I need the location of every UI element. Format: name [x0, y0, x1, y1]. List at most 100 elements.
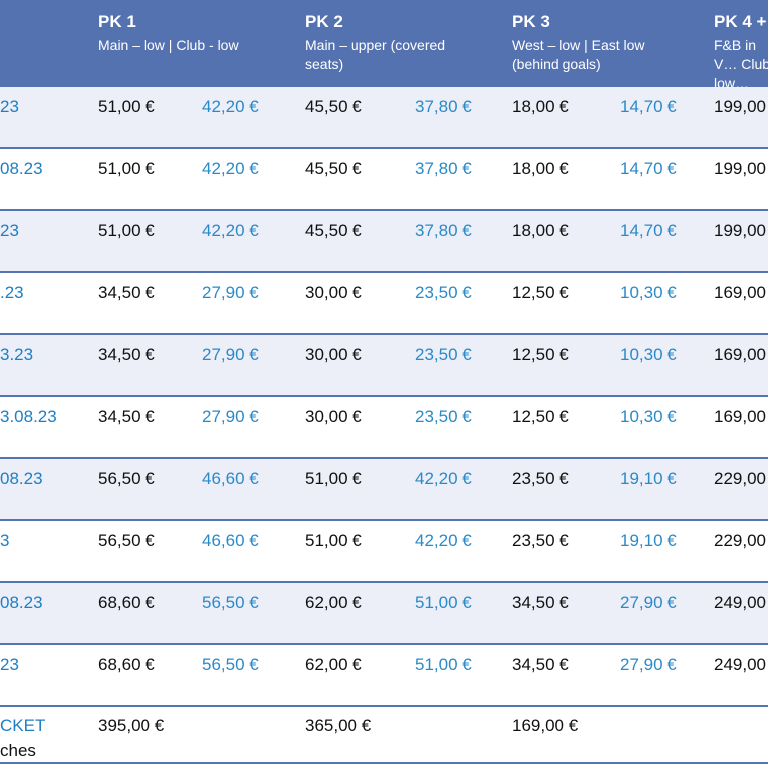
- cell-pk3: 12,50 €: [512, 345, 569, 364]
- cell-pk4: 169,00: [714, 283, 766, 302]
- cell-pk3: 18,00 €: [512, 221, 569, 240]
- table-row: 23 68,60 € 56,50 € 62,00 € 51,00 € 34,50 € 27,…: [0, 645, 768, 707]
- season-pk3-price: 169,00 €: [512, 716, 579, 735]
- cell-pk1-red: 56,50 €: [202, 655, 259, 674]
- header-pk3-subtitle: West – low | East low (behind goals): [512, 37, 645, 72]
- cell-date: 08.23: [0, 159, 43, 178]
- cell-pk1-red: 46,60 €: [202, 531, 259, 550]
- cell-pk3: 23,50 €: [512, 469, 569, 488]
- cell-pk3-red: 10,30 €: [620, 345, 677, 364]
- cell-date: 23: [0, 655, 19, 674]
- cell-pk4: 199,00: [714, 159, 766, 178]
- cell-date: 3.08.23: [0, 407, 57, 426]
- season-ticket-note: ches: [0, 741, 36, 760]
- cell-pk4: 249,00: [714, 593, 766, 612]
- cell-pk2-red: 42,20 €: [415, 469, 472, 488]
- cell-pk2: 45,50 €: [305, 159, 362, 178]
- cell-pk4: 199,00: [714, 221, 766, 240]
- table-header: PK 1 Main – low | Club - low PK 2 Main –…: [0, 0, 768, 91]
- table-row: 08.23 51,00 € 42,20 € 45,50 € 37,80 € 18,00 €…: [0, 149, 768, 211]
- cell-pk1-red: 27,90 €: [202, 407, 259, 426]
- cell-pk2: 62,00 €: [305, 593, 362, 612]
- cell-date: 3.23: [0, 345, 34, 364]
- cell-pk1: 51,00 €: [98, 159, 155, 178]
- cell-pk3: 34,50 €: [512, 593, 569, 612]
- header-pk2-subtitle: Main – upper (covered seats): [305, 37, 446, 72]
- table-row: 3.23 34,50 € 27,90 € 30,00 € 23,50 € 12,50 € 1…: [0, 335, 768, 397]
- cell-pk2: 30,00 €: [305, 283, 362, 302]
- header-pk3-title: PK 3: [512, 12, 550, 31]
- cell-pk2: 45,50 €: [305, 221, 362, 240]
- cell-pk4: 249,00: [714, 655, 766, 674]
- cell-pk2: 51,00 €: [305, 469, 362, 488]
- cell-date: 23: [0, 97, 19, 116]
- table-row: 23 51,00 € 42,20 € 45,50 € 37,80 € 18,00 € 14,…: [0, 211, 768, 273]
- cell-pk2: 62,00 €: [305, 655, 362, 674]
- season-pk1-price: 395,00 €: [98, 716, 165, 735]
- cell-pk1: 51,00 €: [98, 97, 155, 116]
- cell-pk1: 68,60 €: [98, 593, 155, 612]
- cell-pk2-red: 42,20 €: [415, 531, 472, 550]
- header-pk2-title: PK 2: [305, 12, 343, 31]
- header-pk1: PK 1 Main – low | Club - low: [98, 12, 268, 55]
- cell-pk1-red: 42,20 €: [202, 221, 259, 240]
- table-row: 23 51,00 € 42,20 € 45,50 € 37,80 € 18,00 € 14,…: [0, 87, 768, 149]
- table-row: 08.23 68,60 € 56,50 € 62,00 € 51,00 € 34,50 €…: [0, 583, 768, 645]
- season-pk2-price: 365,00 €: [305, 716, 372, 735]
- cell-pk1-red: 42,20 €: [202, 159, 259, 178]
- cell-pk3-red: 10,30 €: [620, 407, 677, 426]
- cell-pk3-red: 14,70 €: [620, 159, 677, 178]
- cell-date: 08.23: [0, 593, 43, 612]
- header-pk1-subtitle: Main – low | Club - low: [98, 37, 239, 53]
- cell-pk3-red: 10,30 €: [620, 283, 677, 302]
- cell-pk4: 169,00: [714, 407, 766, 426]
- header-pk1-title: PK 1: [98, 12, 136, 31]
- cell-pk1: 68,60 €: [98, 655, 155, 674]
- cell-pk1: 56,50 €: [98, 531, 155, 550]
- cell-pk1: 34,50 €: [98, 283, 155, 302]
- cell-pk2: 30,00 €: [305, 407, 362, 426]
- cell-pk1: 56,50 €: [98, 469, 155, 488]
- cell-pk2-red: 23,50 €: [415, 283, 472, 302]
- header-pk4-title: PK 4 +: [714, 12, 767, 31]
- header-pk2: PK 2 Main – upper (covered seats): [305, 12, 485, 74]
- cell-pk2: 45,50 €: [305, 97, 362, 116]
- cell-pk3: 34,50 €: [512, 655, 569, 674]
- cell-pk2: 30,00 €: [305, 345, 362, 364]
- season-ticket-row: CKET ches 395,00 € 365,00 € 169,00 €: [0, 707, 768, 764]
- cell-pk1: 34,50 €: [98, 407, 155, 426]
- cell-pk3-red: 27,90 €: [620, 593, 677, 612]
- cell-pk2-red: 37,80 €: [415, 159, 472, 178]
- table-row: 3.08.23 34,50 € 27,90 € 30,00 € 23,50 € 12,50…: [0, 397, 768, 459]
- cell-pk3: 18,00 €: [512, 97, 569, 116]
- cell-pk4: 169,00: [714, 345, 766, 364]
- cell-pk3-red: 14,70 €: [620, 221, 677, 240]
- cell-pk2-red: 51,00 €: [415, 655, 472, 674]
- cell-pk2-red: 37,80 €: [415, 97, 472, 116]
- cell-pk3: 23,50 €: [512, 531, 569, 550]
- cell-date: 23: [0, 221, 19, 240]
- cell-pk3: 12,50 €: [512, 283, 569, 302]
- cell-pk1-red: 27,90 €: [202, 283, 259, 302]
- cell-date: 08.23: [0, 469, 43, 488]
- cell-date: 3: [0, 531, 10, 550]
- cell-pk2: 51,00 €: [305, 531, 362, 550]
- cell-pk1-red: 42,20 €: [202, 97, 259, 116]
- table-row: 3 56,50 € 46,60 € 51,00 € 42,20 € 23,50 € 19,1…: [0, 521, 768, 583]
- header-pk4: PK 4 + F&B in V… Club low…: [714, 12, 768, 93]
- cell-pk3-red: 27,90 €: [620, 655, 677, 674]
- cell-pk1-red: 56,50 €: [202, 593, 259, 612]
- cell-pk1-red: 27,90 €: [202, 345, 259, 364]
- cell-pk3: 18,00 €: [512, 159, 569, 178]
- cell-pk3: 12,50 €: [512, 407, 569, 426]
- season-ticket-label: CKET: [0, 716, 46, 735]
- cell-pk3-red: 19,10 €: [620, 531, 677, 550]
- cell-pk3-red: 14,70 €: [620, 97, 677, 116]
- cell-pk4: 229,00: [714, 531, 766, 550]
- cell-pk3-red: 19,10 €: [620, 469, 677, 488]
- cell-pk1: 34,50 €: [98, 345, 155, 364]
- header-pk3: PK 3 West – low | East low (behind goals…: [512, 12, 692, 74]
- cell-pk2-red: 23,50 €: [415, 407, 472, 426]
- cell-pk2-red: 51,00 €: [415, 593, 472, 612]
